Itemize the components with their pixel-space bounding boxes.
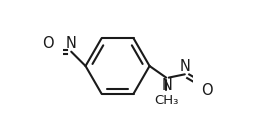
Text: CH₃: CH₃ [154, 94, 178, 107]
Text: O: O [201, 83, 212, 98]
Text: O: O [42, 36, 54, 51]
Text: N: N [179, 59, 190, 74]
Text: N: N [161, 78, 172, 93]
Text: N: N [66, 36, 77, 51]
